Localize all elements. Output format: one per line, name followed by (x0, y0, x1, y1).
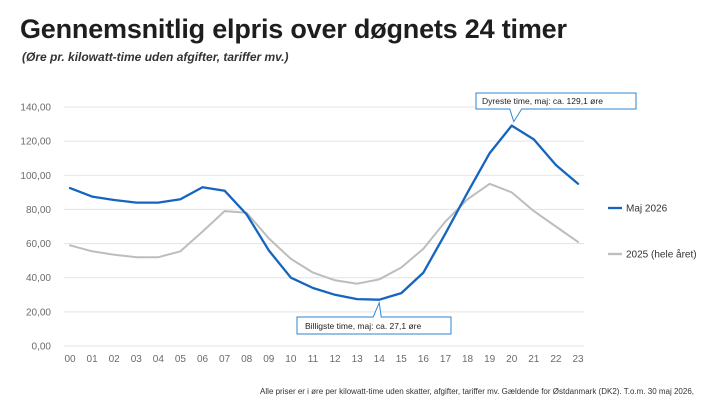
x-tick-label: 20 (506, 354, 518, 365)
y-tick-label: 0,00 (32, 342, 52, 353)
x-tick-label: 14 (374, 354, 386, 365)
x-tick-label: 22 (550, 354, 562, 365)
x-tick-label: 06 (197, 354, 209, 365)
x-tick-label: 10 (285, 354, 297, 365)
footnote: Alle priser er i øre per kilowatt-time u… (260, 387, 694, 396)
x-tick-label: 00 (64, 354, 76, 365)
x-tick-label: 12 (329, 354, 341, 365)
chart-title: Gennemsnitlig elpris over døgnets 24 tim… (20, 14, 567, 44)
series-line-maj-2026 (68, 124, 580, 301)
x-tick-label: 04 (153, 354, 165, 365)
x-tick-label: 11 (308, 354, 319, 365)
legend-maj-2026-label: Maj 2026 (626, 204, 668, 215)
y-tick-label: 60,00 (26, 239, 51, 250)
legend-2025-label: 2025 (hele året) (626, 249, 697, 261)
y-tick-label: 140,00 (20, 103, 51, 114)
callout-min-text: Billigste time, maj: ca. 27,1 øre (305, 321, 421, 331)
x-tick-label: 18 (462, 354, 474, 365)
y-tick-label: 20,00 (26, 307, 51, 318)
y-tick-label: 100,00 (20, 171, 51, 182)
x-tick-label: 09 (263, 354, 275, 365)
callout-min-box (296, 300, 452, 335)
x-tick-label: 15 (396, 354, 408, 365)
x-tick-label: 02 (109, 354, 121, 365)
series-line-2025 (69, 182, 579, 285)
x-tick-label: 13 (352, 354, 364, 365)
x-tick-label: 21 (528, 354, 540, 365)
x-tick-label: 16 (418, 354, 430, 365)
y-tick-label: 40,00 (26, 273, 51, 284)
x-tick-label: 19 (484, 354, 496, 365)
x-tick-label: 05 (175, 354, 187, 365)
callout-max-box (475, 92, 637, 123)
x-tick-label: 23 (572, 354, 584, 365)
callout-max-text: Dyreste time, maj: ca. 129,1 øre (482, 96, 603, 106)
x-tick-label: 07 (219, 354, 231, 365)
chart-subtitle: (Øre pr. kilowatt-time uden afgifter, ta… (22, 50, 289, 64)
x-tick-label: 17 (440, 354, 452, 365)
x-tick-label: 08 (241, 354, 253, 365)
x-tick-label: 01 (87, 354, 99, 365)
y-tick-label: 120,00 (20, 137, 51, 148)
x-tick-label: 03 (131, 354, 143, 365)
y-tick-label: 80,00 (26, 205, 51, 216)
